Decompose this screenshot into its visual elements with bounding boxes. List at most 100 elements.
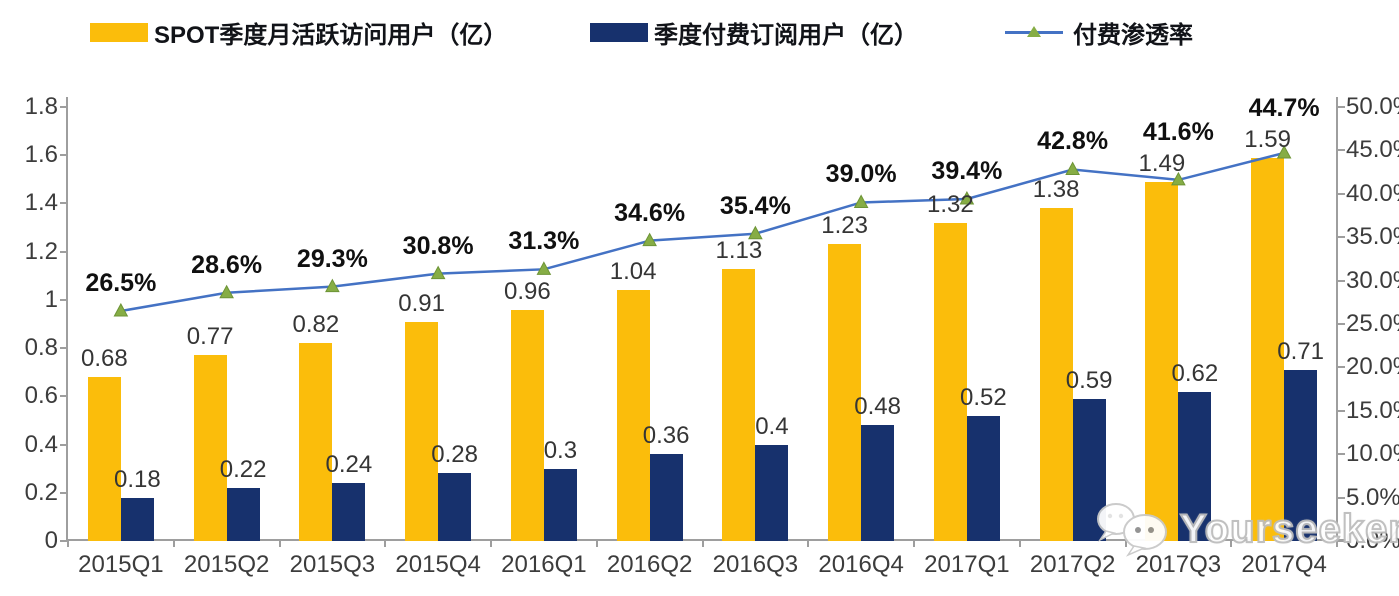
x-axis-tick [1336, 541, 1338, 547]
subscriber-value-label: 0.22 [219, 455, 267, 483]
subscriber-value-label: 0.18 [114, 465, 161, 493]
x-axis-tick [278, 541, 281, 547]
mau-value-label: 0.82 [292, 311, 340, 339]
legend-item-mau: SPOT季度月活跃访问用户（亿） [90, 18, 507, 49]
penetration-pct-label: 26.5% [85, 268, 157, 297]
subscriber-bar [1178, 391, 1212, 541]
wechat-icon [1097, 503, 1167, 557]
right-axis-tick-label: 35.0% [1346, 223, 1399, 251]
penetration-pct-label: 29.3% [296, 244, 368, 273]
right-axis-tick [1338, 409, 1345, 412]
triangle-marker [642, 232, 657, 247]
mau-bar [87, 377, 121, 541]
subscriber-value-label: 0.4 [755, 412, 789, 440]
right-axis-tick [1338, 236, 1345, 239]
penetration-pct-label: 41.6% [1142, 117, 1214, 146]
mau-value-label: 0.77 [186, 323, 234, 351]
mau-bar [722, 268, 756, 541]
right-axis-tick [1338, 540, 1345, 542]
mau-value-label: 1.04 [609, 258, 657, 286]
triangle-marker [1065, 161, 1080, 175]
subscriber-value-label: 0.62 [1171, 359, 1219, 387]
right-axis-tick-label: 5.0% [1346, 483, 1399, 511]
left-axis-tick [60, 202, 67, 205]
right-axis-tick [1338, 496, 1345, 499]
subscriber-bar [755, 444, 789, 541]
x-axis-line [66, 539, 1346, 541]
right-axis-tick [1338, 323, 1345, 325]
subscriber-value-label: 0.3 [543, 436, 578, 464]
right-axis-line [1336, 97, 1338, 541]
triangle-marker [219, 284, 234, 299]
left-axis-tick-label: 1 [44, 285, 58, 313]
mau-value-label: 0.91 [398, 289, 445, 317]
mau-bar [193, 355, 227, 541]
x-axis-tick [595, 541, 598, 547]
right-axis-tick-label: 10.0% [1346, 440, 1399, 468]
mau-value-label: 1.23 [821, 212, 868, 240]
right-axis-tick-label: 25.0% [1346, 310, 1399, 337]
mau-bar [299, 343, 333, 541]
x-axis-tick [1124, 541, 1127, 547]
subscriber-value-label: 0.59 [1065, 366, 1113, 394]
left-axis-line [66, 97, 68, 541]
mau-value-label: 1.59 [1244, 125, 1291, 153]
legend-item-subscribers: 季度付费订阅用户（亿） [590, 18, 918, 49]
subscriber-value-label: 0.48 [854, 393, 901, 421]
mau-bar [510, 309, 544, 541]
right-axis-tick [1338, 106, 1345, 108]
right-axis-tick-label: 20.0% [1346, 353, 1399, 381]
mau-bar [933, 222, 967, 541]
left-axis-tick-label: 1.2 [24, 237, 58, 265]
penetration-pct-label: 39.4% [931, 157, 1003, 185]
mau-value-label: 1.32 [927, 190, 974, 218]
penetration-pct-label: 31.3% [508, 227, 580, 256]
penetration-pct-label: 28.6% [191, 250, 263, 279]
left-axis-tick-label: 0.6 [24, 382, 58, 410]
penetration-pct-label: 44.7% [1248, 93, 1320, 122]
right-axis-tick [1338, 279, 1345, 282]
triangle-marker [113, 302, 129, 317]
triangle-marker-icon [1027, 25, 1041, 37]
x-axis-category-label: 2015Q2 [183, 551, 270, 578]
left-axis-tick [60, 540, 67, 542]
x-axis-tick [172, 541, 175, 547]
left-axis-tick [60, 154, 67, 157]
subscriber-value-label: 0.36 [642, 422, 690, 450]
watermark: Yourseeker [1092, 500, 1399, 558]
x-axis-category-label: 2016Q3 [712, 551, 799, 578]
right-axis-tick [1338, 366, 1345, 369]
x-axis-tick [1230, 541, 1233, 547]
x-axis-category-label: 2017Q3 [1135, 551, 1222, 578]
subscriber-bar [120, 497, 154, 541]
legend-item-penetration: 付费渗透率 [1005, 18, 1193, 49]
subscriber-bar [438, 473, 472, 541]
right-axis-tick [1338, 149, 1345, 152]
left-axis-tick [60, 347, 67, 350]
triangle-marker [536, 261, 552, 275]
subscriber-bar [649, 454, 683, 541]
x-axis-tick [1018, 541, 1021, 547]
left-axis-tick [60, 298, 67, 301]
x-axis-category-label: 2016Q2 [606, 551, 693, 578]
x-axis-category-label: 2015Q4 [395, 551, 481, 578]
penetration-legend-marker [1005, 23, 1063, 42]
left-axis-tick [60, 250, 67, 253]
left-axis-tick-label: 1.6 [24, 141, 58, 169]
penetration-pct-label: 39.0% [825, 160, 897, 189]
subscriber-bar [226, 487, 260, 541]
mau-value-label: 1.49 [1138, 149, 1186, 177]
penetration-legend-label: 付费渗透率 [1073, 21, 1193, 49]
mau-legend-swatch [90, 22, 148, 42]
subscriber-value-label: 0.24 [325, 451, 373, 479]
subscriber-value-label: 0.71 [1277, 337, 1324, 365]
right-axis-tick-label: 50.0% [1346, 93, 1399, 120]
mau-value-label: 1.13 [715, 236, 763, 264]
left-axis-tick [60, 443, 67, 446]
subscriber-legend-label: 季度付费订阅用户（亿） [654, 21, 918, 49]
mau-value-label: 0.68 [81, 345, 128, 373]
watermark-text: Yourseeker [1179, 506, 1399, 552]
subscriber-bar [332, 483, 366, 541]
triangle-marker [853, 194, 869, 208]
